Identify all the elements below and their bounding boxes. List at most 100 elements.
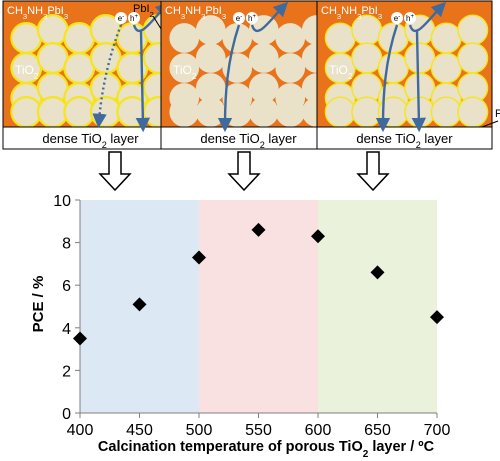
tio2-particle xyxy=(430,96,462,128)
tio2-particle xyxy=(63,22,96,54)
perovskite-label: CH3NH3PbI3 xyxy=(321,5,382,21)
tio2-particle xyxy=(89,42,122,74)
tio2-particle xyxy=(275,23,306,53)
data-point xyxy=(370,265,385,280)
hole-label: h+ xyxy=(248,14,256,23)
tio2-label: TiO2 xyxy=(173,63,197,81)
hole-label: h+ xyxy=(130,14,138,23)
tio2-particle xyxy=(404,42,436,74)
tio2-particle xyxy=(36,42,69,74)
electron-dot xyxy=(391,12,403,24)
electron-path-dotted xyxy=(92,24,123,129)
y-tick-label: 8 xyxy=(62,236,71,253)
x-tick-labels: 400 450 500 550 600 650 700 xyxy=(67,422,451,439)
tio2-particle xyxy=(169,53,200,83)
electron-label: e- xyxy=(394,14,400,23)
x-tick-label: 650 xyxy=(364,422,391,439)
y-tick-label: 0 xyxy=(62,406,71,423)
tio2-particle xyxy=(351,42,383,74)
tio2-particle xyxy=(10,96,43,128)
electron-label: e- xyxy=(118,14,124,23)
tio2-particle xyxy=(169,97,200,127)
hole-dot xyxy=(404,12,416,24)
tio2-particle xyxy=(248,43,279,73)
pbi2-label: PbI2 xyxy=(133,3,154,19)
chart-axes xyxy=(75,199,438,418)
tio2-particle xyxy=(248,15,279,45)
tio2-particle xyxy=(63,96,96,128)
perovskite-label: CH3NH3PbI3 xyxy=(7,5,68,21)
tio2-particle xyxy=(351,96,383,128)
tio2-label: TiO2 xyxy=(15,63,39,81)
hole-label: h+ xyxy=(406,14,414,23)
tio2-particle xyxy=(275,97,306,127)
down-arrow-3 xyxy=(356,151,390,192)
dense-layer-label: dense TiO2 layer xyxy=(42,131,139,150)
y-axis-label: PCE / % xyxy=(30,276,47,333)
tio2-particle xyxy=(430,22,462,54)
dense-tio2-layer xyxy=(316,126,493,150)
electron-path-2 xyxy=(411,30,427,133)
electron-dot xyxy=(233,12,245,24)
perovskite-label: CH3NH3PbI3 xyxy=(165,5,226,21)
tio2-particle xyxy=(324,22,356,54)
x-axis-label: Calcination temperature of porous TiO2 l… xyxy=(98,439,435,460)
down-arrow-2 xyxy=(227,151,261,192)
data-point xyxy=(132,297,147,312)
y-tick-label: 2 xyxy=(62,363,71,380)
tio2-particle xyxy=(324,96,356,128)
tio2-particle xyxy=(248,97,279,127)
tio2-particle xyxy=(195,43,226,73)
schematic-panel-3: dense TiO2 layer CH3NH3PbI3 TiO2 e-h+ PbI2 xyxy=(316,0,500,150)
tio2-particle xyxy=(116,22,149,54)
tio2-particle xyxy=(195,97,226,127)
electron-label: e- xyxy=(236,14,242,23)
x-tick-label: 500 xyxy=(186,422,213,439)
dense-layer-label: dense TiO2 layer xyxy=(356,131,453,150)
x-tick-label: 700 xyxy=(424,422,451,439)
data-point xyxy=(192,250,206,265)
x-tick-label: 400 xyxy=(67,422,94,439)
schematic-panels: dense TiO2 layerCH3NH3PbI3TiO2e-h+PbI2de… xyxy=(2,0,500,150)
tio2-particle xyxy=(89,96,122,128)
y-tick-label: 4 xyxy=(62,321,71,338)
data-points xyxy=(73,222,444,346)
down-arrow-1 xyxy=(98,151,132,192)
hole-path xyxy=(250,1,289,33)
tio2-particle xyxy=(457,42,489,74)
tio2-particle xyxy=(195,73,226,103)
data-point xyxy=(251,222,266,237)
pbi2-label: PbI2 xyxy=(495,108,500,124)
tio2-particle xyxy=(457,96,489,128)
y-tick-label: 10 xyxy=(53,193,71,210)
hole-dot xyxy=(128,12,140,24)
hole-path xyxy=(408,1,447,33)
schematic-panel-2: dense TiO2 layer CH3NH3PbI3 TiO2 e-h+ xyxy=(160,0,337,150)
pce-chart: 0 2 4 6 8 10 400 450 500 550 600 650 700 PCE / % Ca… xyxy=(30,193,450,460)
electron-path-2 xyxy=(135,30,151,133)
tio2-particle xyxy=(430,52,462,84)
tio2-particle xyxy=(195,15,226,45)
tio2-particle xyxy=(248,73,279,103)
x-tick-label: 600 xyxy=(305,422,332,439)
electron-path xyxy=(375,24,399,133)
data-point xyxy=(430,310,444,325)
tio2-particle xyxy=(377,52,409,84)
dense-layer-label: dense TiO2 layer xyxy=(200,131,297,150)
tio2-particle xyxy=(457,14,489,46)
hole-dot xyxy=(246,12,258,24)
data-point xyxy=(73,331,87,346)
y-tick-label: 6 xyxy=(62,278,71,295)
y-tick-labels: 0 2 4 6 8 10 xyxy=(53,193,71,423)
tio2-particle xyxy=(222,23,253,53)
tio2-particle xyxy=(169,23,200,53)
x-tick-label: 450 xyxy=(126,422,153,439)
tio2-particle xyxy=(222,97,253,127)
tio2-particle xyxy=(36,96,69,128)
tio2-particle xyxy=(10,22,43,54)
data-point xyxy=(311,229,325,244)
pbi2-pointer xyxy=(481,120,499,128)
x-tick-label: 550 xyxy=(245,422,272,439)
tio2-particle xyxy=(63,52,96,84)
